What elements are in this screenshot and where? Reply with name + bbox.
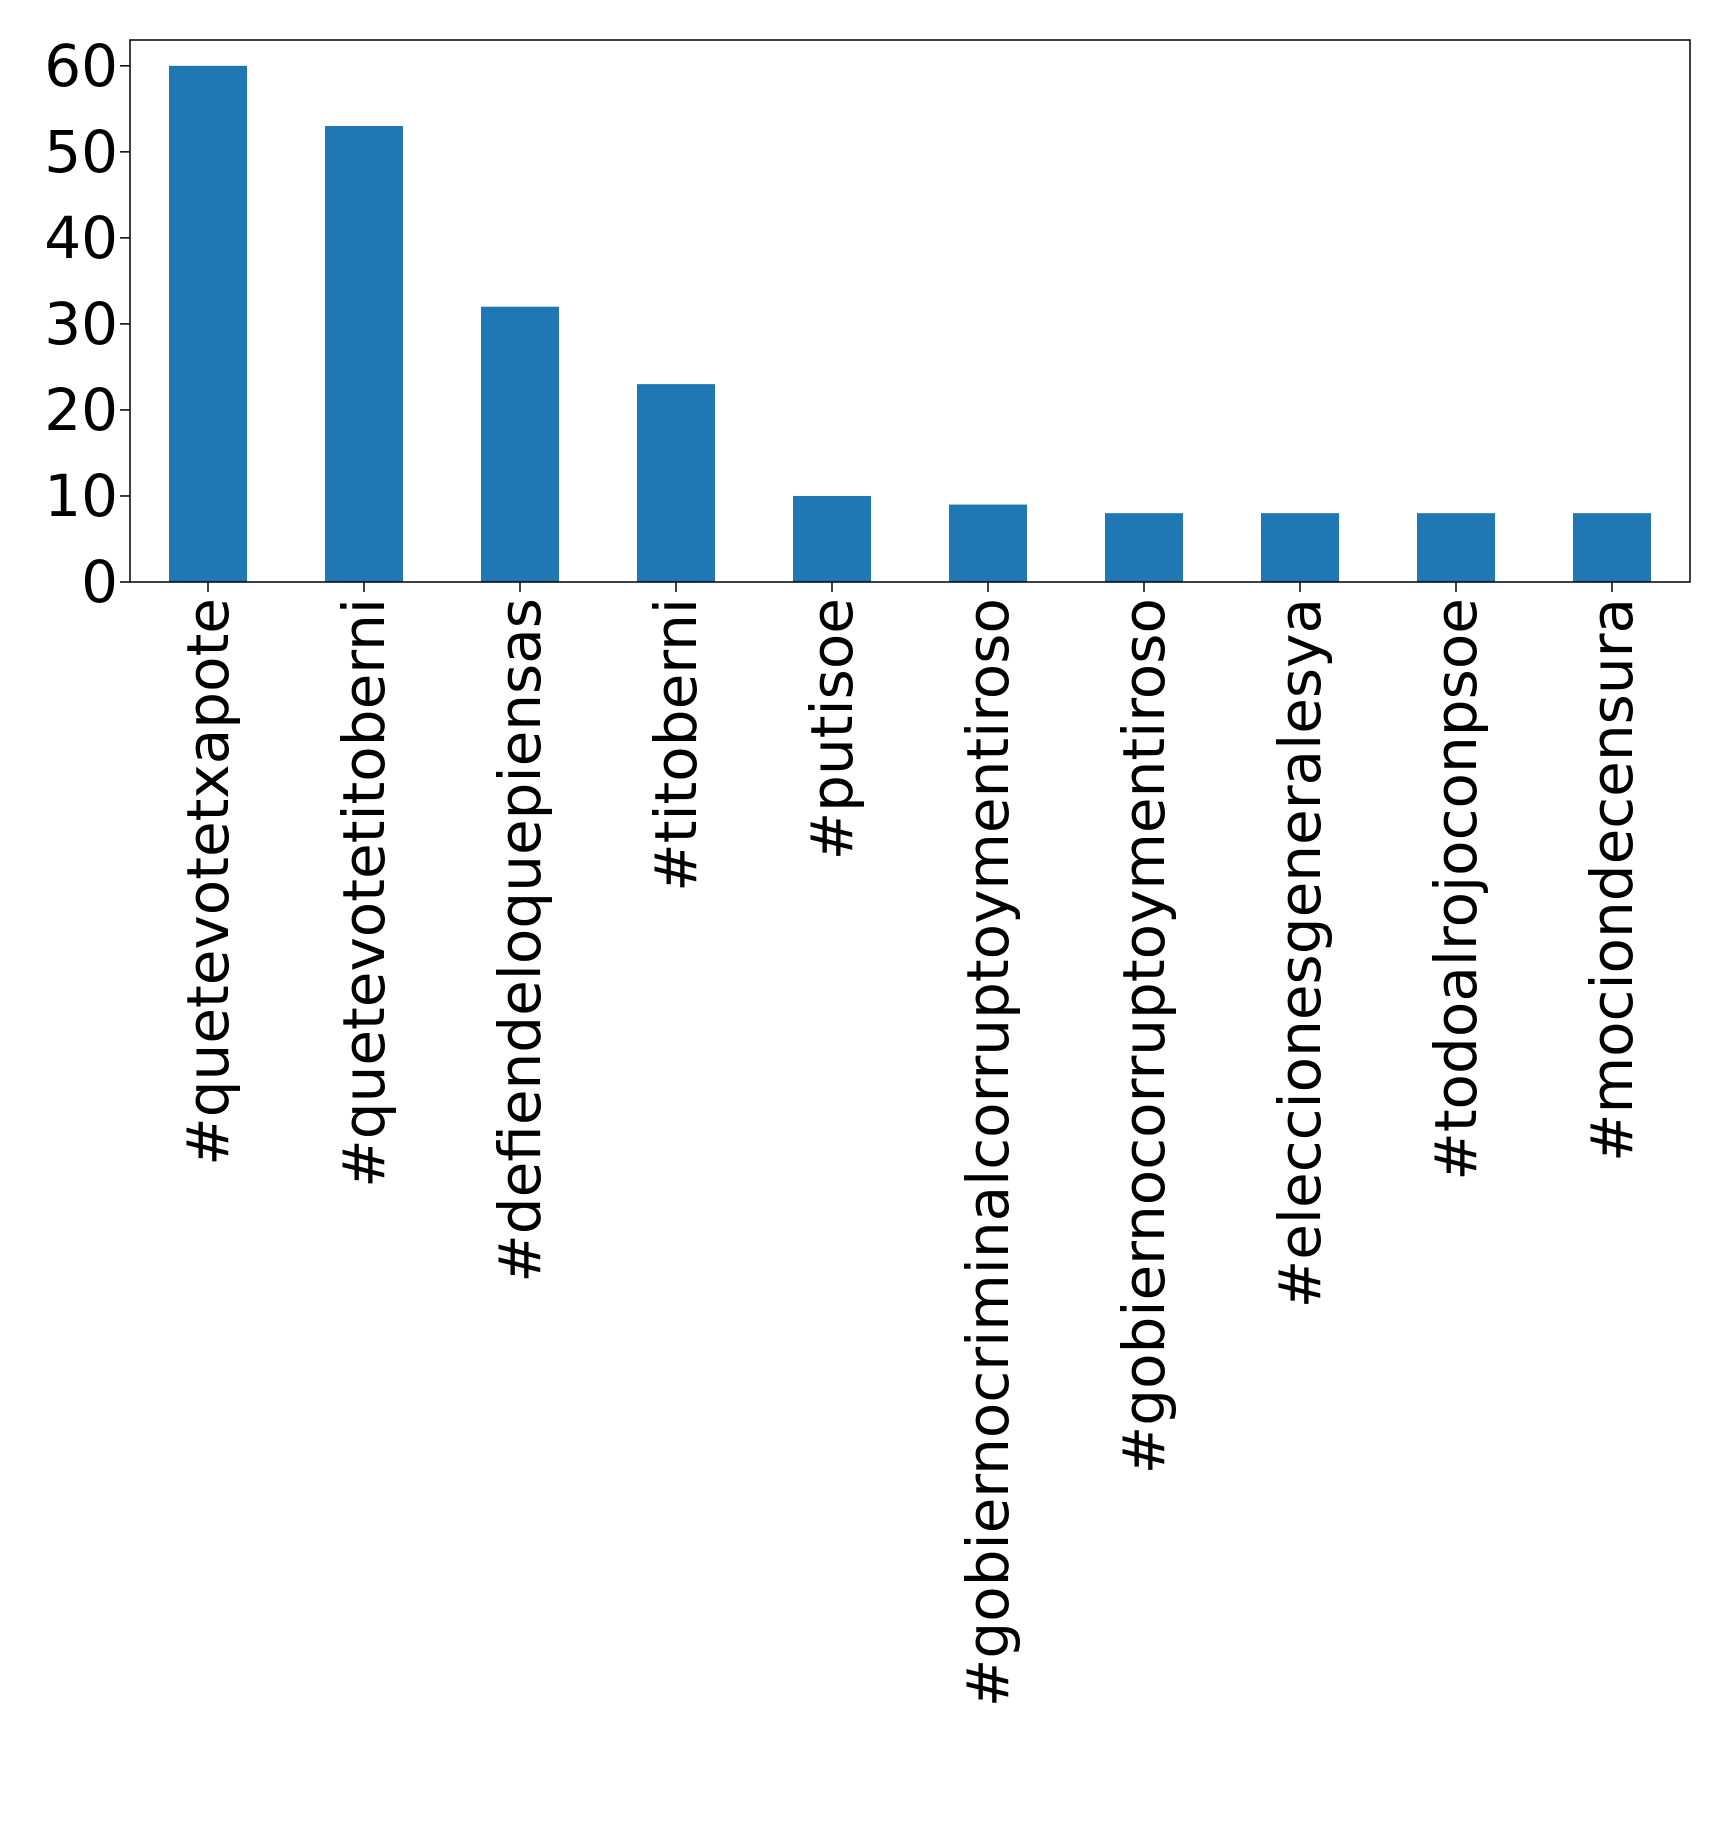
y-tick-label: 30 bbox=[44, 290, 118, 358]
bar-5 bbox=[793, 495, 871, 582]
bar-9 bbox=[1417, 513, 1495, 582]
x-tick-label: #eleccionesgeneralesya bbox=[1266, 598, 1334, 1308]
y-tick-label: 20 bbox=[44, 376, 118, 444]
bar-8 bbox=[1261, 513, 1339, 582]
bar-4 bbox=[637, 384, 715, 582]
y-tick-label: 10 bbox=[44, 462, 118, 530]
y-axis: 0 10 20 30 40 50 60 bbox=[44, 32, 130, 616]
bar-1 bbox=[169, 65, 247, 583]
x-tick-label: #mociondecensura bbox=[1578, 598, 1646, 1162]
y-tick-label: 0 bbox=[81, 548, 118, 616]
x-tick-label: #putisoe bbox=[798, 598, 866, 860]
bar-2 bbox=[325, 126, 403, 583]
plot-frame bbox=[129, 39, 1691, 583]
x-tick-label: #todoalrojoconpsoe bbox=[1422, 598, 1490, 1181]
bars-group bbox=[169, 65, 1651, 583]
y-tick-label: 50 bbox=[44, 118, 118, 186]
bar-6 bbox=[949, 504, 1027, 582]
bar-10 bbox=[1573, 513, 1651, 582]
x-tick-label: #quetevotetitoberni bbox=[330, 598, 398, 1188]
x-tick-label: #defiendeloquepiensas bbox=[486, 598, 554, 1283]
bar-3 bbox=[481, 306, 559, 582]
x-tick-label: #quetevotetxapote bbox=[174, 598, 242, 1166]
x-tick-label: #gobiernocriminalcorruptoymentiroso bbox=[954, 598, 1022, 1707]
bar-7 bbox=[1105, 513, 1183, 582]
y-tick-label: 40 bbox=[44, 204, 118, 272]
x-axis: #quetevotetxapote #quetevotetitoberni #def… bbox=[174, 582, 1646, 1707]
y-tick-label: 60 bbox=[44, 32, 118, 100]
x-tick-label: #titoberni bbox=[642, 598, 710, 892]
x-tick-label: #gobiernocorruptoymentiroso bbox=[1110, 598, 1178, 1474]
